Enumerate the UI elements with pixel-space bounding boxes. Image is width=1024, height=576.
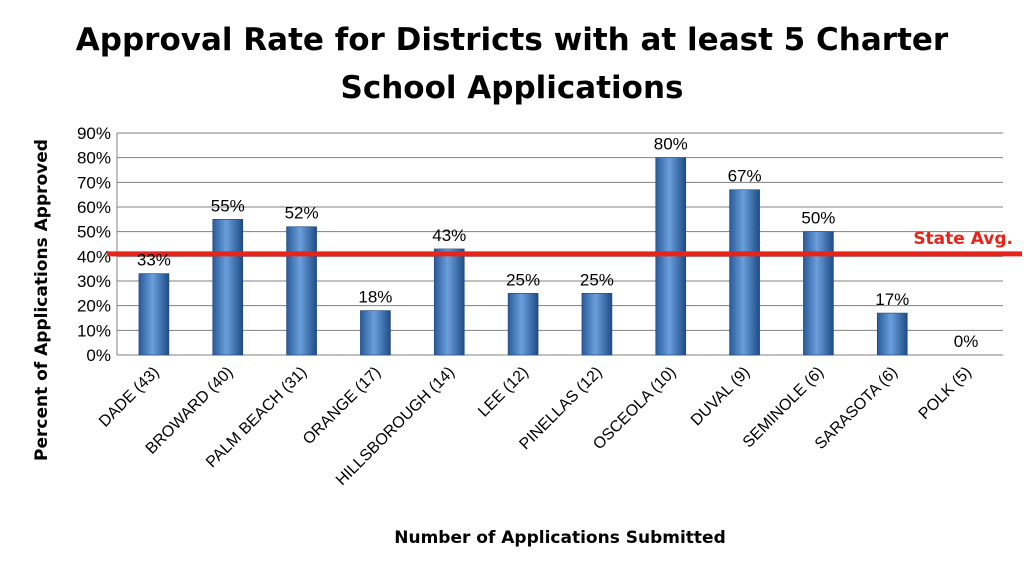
- category-label: DUVAL (9): [688, 364, 753, 429]
- data-label: 0%: [954, 332, 979, 351]
- chart-title-line-1: Approval Rate for Districts with at leas…: [76, 22, 949, 58]
- bar: [803, 231, 834, 356]
- bar: [360, 310, 391, 356]
- bar: [212, 219, 244, 356]
- data-labels: 33% 55% 52% 18% 43% 25% 25% 80% 67% 50% 17% 0%: [137, 135, 978, 351]
- reference-line-group: State Avg.: [107, 229, 1022, 257]
- y-axis-ticks: 0% 10% 20% 30% 40% 50% 60% 70% 80% 90%: [77, 124, 111, 365]
- data-label: 67%: [728, 167, 762, 186]
- state-average-label: State Avg.: [913, 229, 1013, 249]
- y-tick-label: 0%: [86, 346, 111, 365]
- y-tick-label: 30%: [77, 272, 111, 291]
- bar: [286, 226, 317, 356]
- y-tick-label: 50%: [77, 223, 111, 242]
- bar: [507, 293, 539, 356]
- y-tick-label: 20%: [77, 297, 111, 316]
- category-label: DADE (43): [96, 364, 163, 431]
- data-label: 43%: [432, 226, 466, 245]
- x-axis-categories: DADE (43)BROWARD (40)PALM BEACH (31)ORAN…: [96, 364, 975, 489]
- data-label: 80%: [654, 135, 688, 154]
- bars: [138, 157, 908, 356]
- data-label: 55%: [211, 196, 245, 215]
- data-label: 33%: [137, 251, 171, 270]
- y-tick-label: 90%: [77, 124, 111, 143]
- y-axis-title: Percent of Applications Approved: [32, 139, 52, 461]
- bar: [138, 273, 170, 356]
- y-tick-label: 70%: [77, 173, 111, 192]
- category-label: ORANGE (17): [300, 364, 384, 448]
- category-label: LEE (12): [475, 364, 532, 421]
- data-label: 25%: [506, 270, 540, 289]
- data-label: 50%: [801, 209, 835, 228]
- y-tick-label: 60%: [77, 198, 111, 217]
- category-label: POLK (5): [916, 364, 975, 423]
- chart-title-line-2: School Applications: [341, 70, 684, 106]
- x-axis-title: Number of Applications Submitted: [394, 528, 726, 548]
- data-label: 17%: [875, 290, 909, 309]
- bar: [433, 248, 465, 356]
- grid-lines: [116, 132, 1003, 356]
- bar: [581, 293, 613, 356]
- data-label: 18%: [358, 288, 392, 307]
- y-tick-label: 40%: [77, 247, 111, 266]
- y-tick-label: 80%: [77, 149, 111, 168]
- y-tick-label: 10%: [77, 321, 111, 340]
- bar: [729, 189, 760, 356]
- category-label: HILLSBOROUGH (14): [333, 364, 458, 489]
- data-label: 25%: [580, 270, 614, 289]
- data-label: 52%: [285, 204, 319, 223]
- bar: [876, 312, 908, 356]
